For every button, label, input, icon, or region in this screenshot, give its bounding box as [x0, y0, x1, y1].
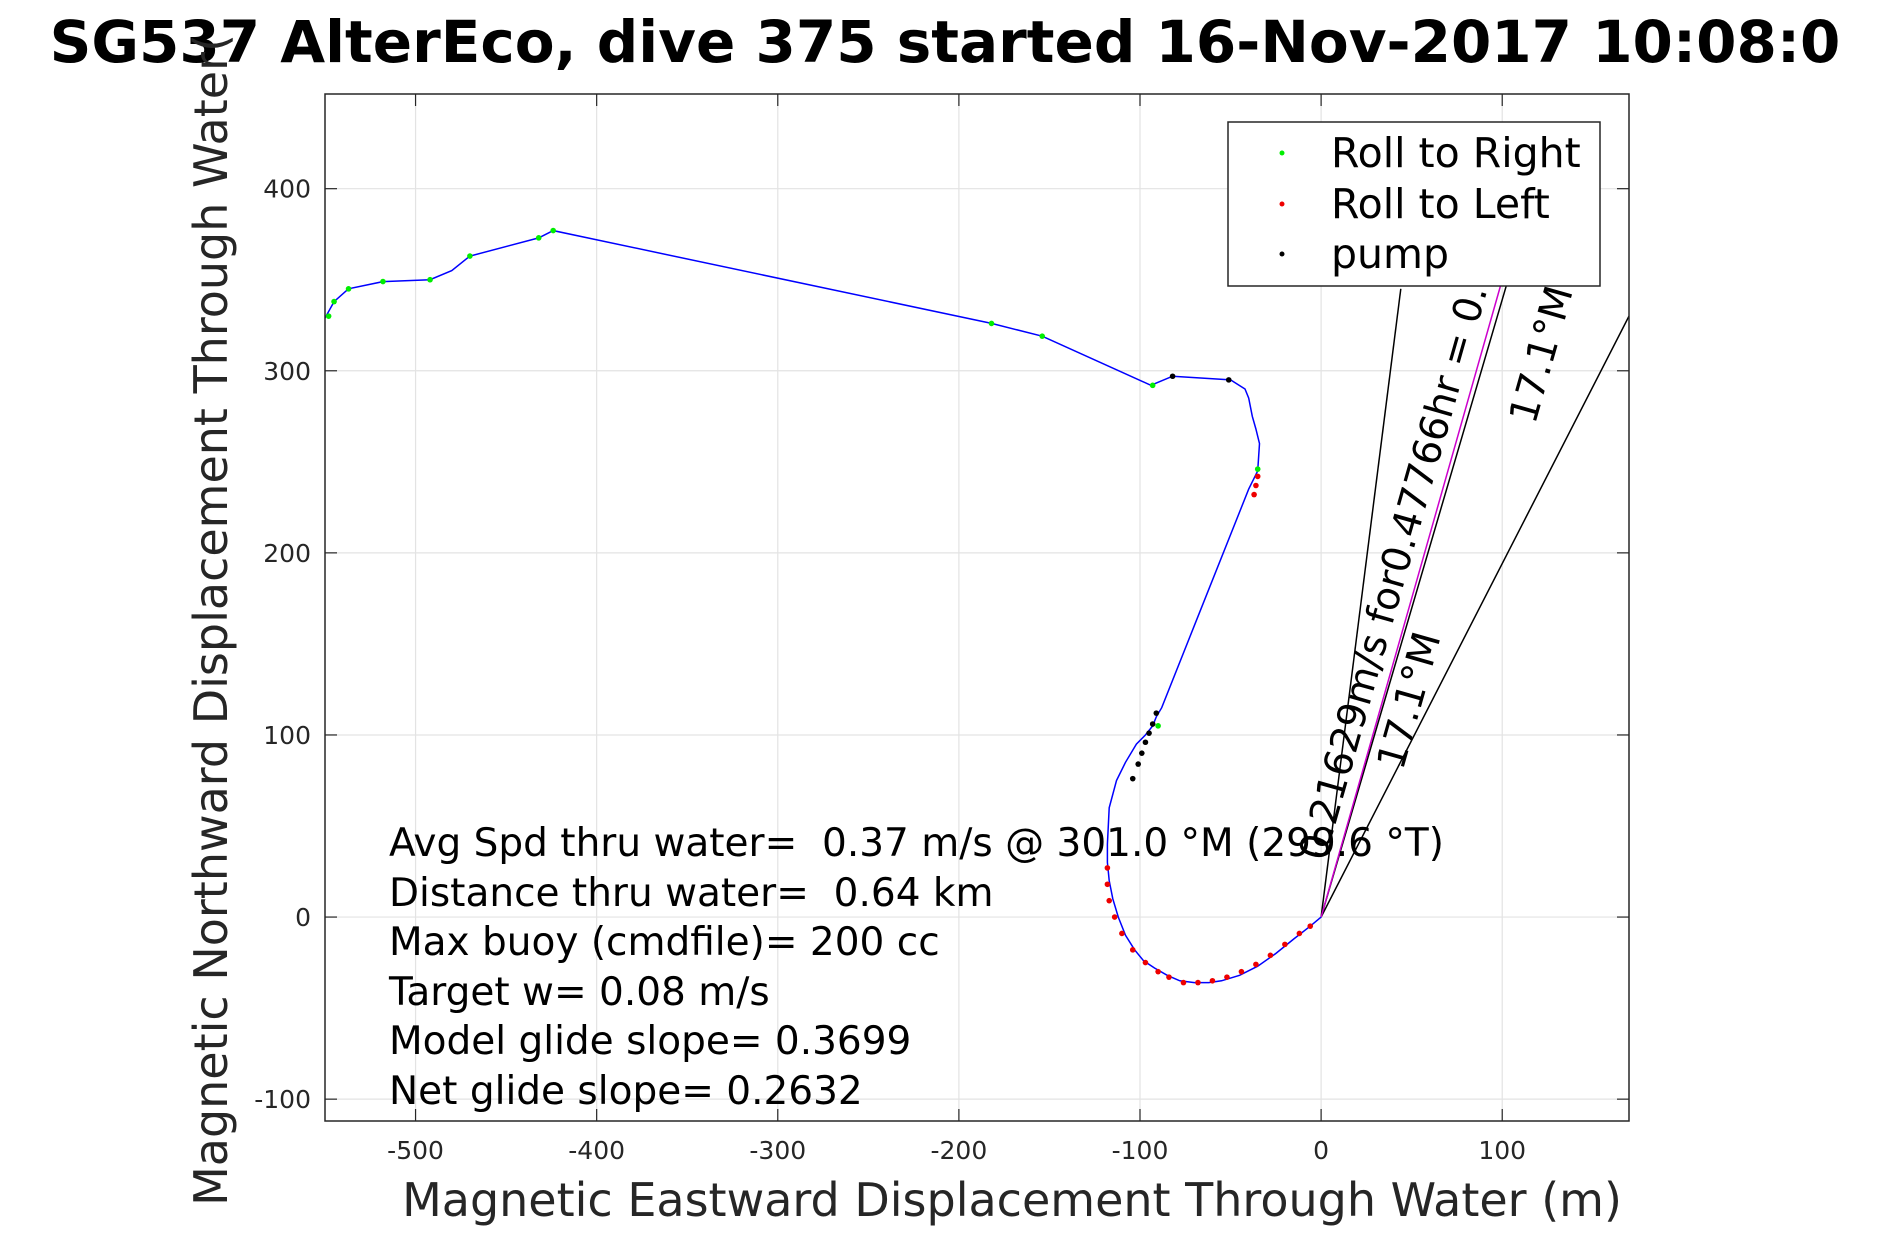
roll-left-point	[1104, 865, 1111, 871]
roll-left-point	[1119, 930, 1125, 937]
legend-marker-pump	[1279, 251, 1285, 257]
legend: Roll to Right Roll to Left pump	[1227, 121, 1601, 287]
roll-right-point	[345, 286, 352, 292]
axis-ticks: -500 -400 -300 -200 -100 0 100 -100 0 100 200 300 40…	[254, 94, 1629, 1165]
roll-right-point	[427, 276, 433, 283]
stats-block: Avg Spd thru water= 0.37 m/s @ 301.0 °M …	[388, 821, 1444, 1114]
roll-left-point	[1238, 968, 1245, 975]
roll-left-point	[1307, 923, 1314, 929]
y-tick-label: 100	[263, 721, 311, 750]
y-axis-label: Magnetic Northward Displacement Through …	[184, 34, 238, 1206]
grid	[325, 94, 1629, 1121]
roll-right-point	[380, 278, 386, 285]
y-tick-label: 300	[263, 357, 311, 386]
roll-left-point	[1195, 979, 1201, 986]
roll-left-point	[1209, 977, 1216, 984]
x-tick-label: -500	[387, 1136, 444, 1165]
x-tick-label: -200	[931, 1136, 988, 1165]
stat-net-glide: Net glide slope= 0.2632	[389, 1069, 863, 1114]
legend-label-pump: pump	[1331, 230, 1449, 278]
x-tick-label: -100	[1112, 1136, 1169, 1165]
pump-point	[1225, 377, 1232, 383]
roll-left-point	[1180, 979, 1187, 986]
x-tick-label: -400	[568, 1136, 625, 1165]
roll-left-point	[1224, 974, 1230, 980]
roll-right-point	[988, 320, 995, 327]
legend-box	[1227, 121, 1601, 287]
heading-line	[1320, 315, 1629, 918]
roll-left-point	[1104, 881, 1111, 888]
pump-point	[1139, 750, 1145, 756]
pump-point	[1142, 739, 1149, 746]
y-tick-label: -100	[254, 1085, 311, 1114]
roll-right-point	[325, 313, 332, 319]
plot-frame	[324, 93, 1630, 1122]
pump-point	[1153, 710, 1160, 716]
roll-left-point	[1142, 959, 1149, 966]
x-axis-label: Magnetic Eastward Displacement Through W…	[402, 1173, 1622, 1227]
roll-left-point	[1111, 914, 1118, 920]
roll-left-point	[1296, 930, 1303, 937]
legend-label-roll-right: Roll to Right	[1331, 129, 1581, 177]
y-tick-label: 200	[263, 539, 311, 568]
points-group	[325, 227, 1314, 986]
stat-model-glide: Model glide slope= 0.3699	[389, 1019, 911, 1064]
roll-right-point	[331, 298, 337, 305]
y-tick-label: 400	[263, 175, 311, 204]
pump-point	[1135, 761, 1141, 767]
roll-right-point	[550, 227, 556, 234]
pump-point	[1129, 775, 1136, 782]
roll-right-point	[535, 235, 542, 241]
heading-line	[1320, 288, 1402, 918]
roll-right-point	[1039, 333, 1045, 339]
roll-left-point	[1253, 482, 1259, 489]
roll-left-point	[1106, 897, 1113, 904]
pump-point	[1146, 730, 1152, 736]
roll-right-point	[467, 253, 473, 259]
stat-distance: Distance thru water= 0.64 km	[389, 871, 993, 916]
pump-point	[1149, 721, 1156, 727]
roll-left-point	[1251, 491, 1257, 498]
current-vector	[1320, 279, 1503, 918]
roll-right-point	[1149, 382, 1156, 389]
x-tick-label: 0	[1313, 1136, 1329, 1165]
roll-left-point	[1254, 473, 1261, 480]
roll-left-point	[1282, 941, 1288, 948]
roll-left-point	[1253, 961, 1259, 968]
legend-marker-roll-left	[1279, 201, 1285, 207]
roll-left-point	[1155, 968, 1161, 975]
roll-left-point	[1166, 974, 1172, 980]
heading-line	[1320, 268, 1512, 918]
legend-marker-roll-right	[1279, 150, 1285, 156]
legend-label-roll-left: Roll to Left	[1331, 180, 1550, 228]
chart-title: SG537 AlterEco, dive 375 started 16-Nov-…	[50, 8, 1841, 76]
roll-left-point	[1267, 952, 1274, 959]
x-tick-label: 100	[1478, 1136, 1526, 1165]
roll-right-point	[1254, 466, 1261, 472]
pump-point	[1169, 373, 1176, 380]
y-tick-label: 0	[295, 903, 311, 932]
stat-target-w: Target w= 0.08 m/s	[388, 970, 770, 1015]
stat-avg-speed: Avg Spd thru water= 0.37 m/s @ 301.0 °M …	[389, 821, 1444, 866]
x-tick-label: -300	[749, 1136, 806, 1165]
heading-lines	[1320, 268, 1629, 918]
stat-max-buoy: Max buoy (cmdfile)= 200 cc	[389, 920, 940, 965]
roll-left-point	[1129, 947, 1136, 953]
roll-right-point	[1155, 723, 1161, 729]
